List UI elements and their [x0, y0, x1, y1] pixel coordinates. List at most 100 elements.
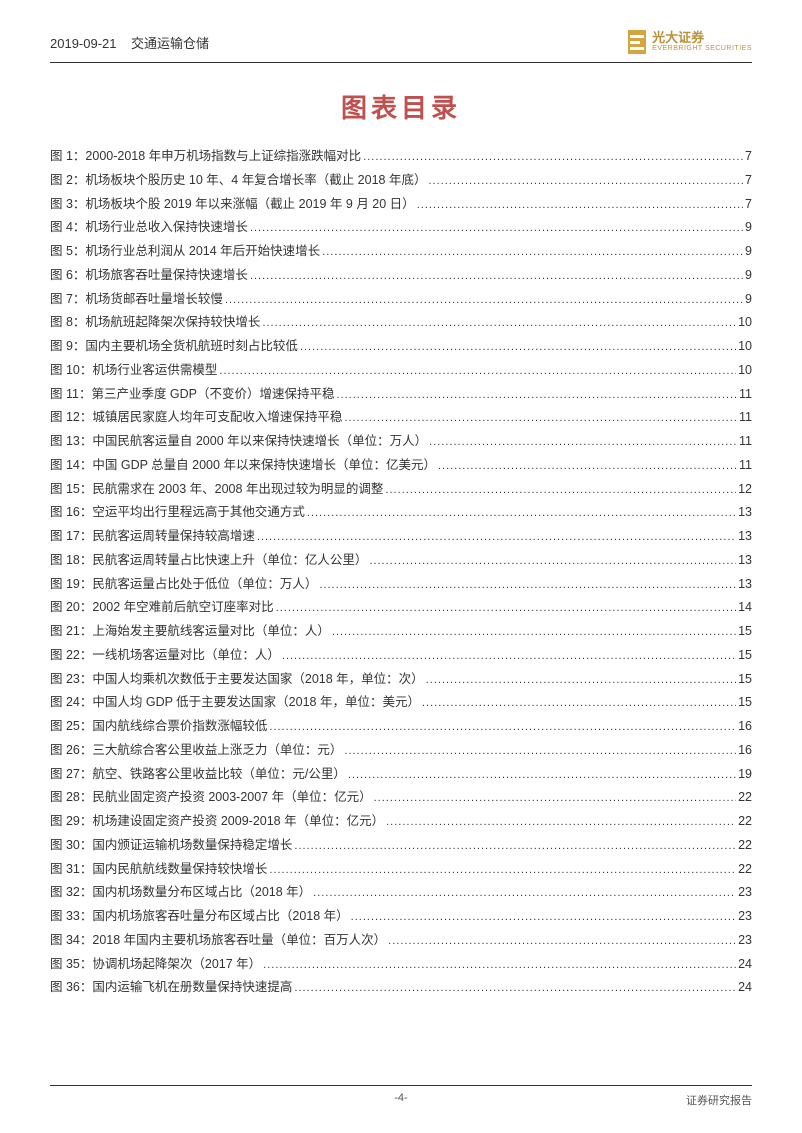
toc-item-page: 24: [738, 953, 752, 977]
toc-dots: [262, 311, 736, 335]
page-footer: -4- 证券研究报告: [50, 1085, 752, 1108]
toc-dots: [386, 810, 736, 834]
toc-item-page: 12: [738, 478, 752, 502]
toc-dots: [438, 454, 737, 478]
toc-title: 图表目录: [50, 88, 752, 125]
toc-item-page: 15: [738, 620, 752, 644]
toc-item-page: 13: [738, 573, 752, 597]
toc-item: 图 15：民航需求在 2003 年、2008 年出现过较为明显的调整 12: [50, 478, 752, 502]
toc-item-page: 15: [738, 691, 752, 715]
toc-dots: [313, 881, 736, 905]
toc-item-page: 15: [738, 644, 752, 668]
toc-dots: [263, 953, 736, 977]
toc-item-page: 13: [738, 525, 752, 549]
toc-item-label: 图 33：国内机场旅客吞吐量分布区域占比（2018 年）: [50, 905, 349, 929]
toc-item-label: 图 15：民航需求在 2003 年、2008 年出现过较为明显的调整: [50, 478, 383, 502]
toc-dots: [344, 406, 737, 430]
toc-dots: [388, 929, 736, 953]
toc-item-label: 图 31：国内民航航线数量保持较快增长: [50, 858, 267, 882]
toc-dots: [282, 644, 736, 668]
page-number: -4-: [284, 1092, 518, 1108]
toc-item-label: 图 28：民航业固定资产投资 2003-2007 年（单位：亿元）: [50, 786, 372, 810]
toc-item: 图 21：上海始发主要航线客运量对比（单位：人） 15: [50, 620, 752, 644]
toc-dots: [429, 430, 737, 454]
toc-item-page: 19: [738, 763, 752, 787]
toc-item: 图 3：机场板块个股 2019 年以来涨幅（截止 2019 年 9 月 20 日…: [50, 193, 752, 217]
header-meta: 2019-09-21 交通运输仓储: [50, 33, 209, 52]
toc-item: 图 33：国内机场旅客吞吐量分布区域占比（2018 年）23: [50, 905, 752, 929]
toc-dots: [294, 976, 736, 1000]
toc-dots: [294, 834, 736, 858]
header-logo-group: 光大证券 EVERBRIGHT SECURITIES: [628, 30, 752, 54]
toc-item: 图 18：民航客运周转量占比快速上升（单位：亿人公里）13: [50, 549, 752, 573]
toc-item: 图 6：机场旅客吞吐量保持快速增长9: [50, 264, 752, 288]
toc-item-page: 7: [745, 145, 752, 169]
toc-item-page: 9: [745, 216, 752, 240]
page-header: 2019-09-21 交通运输仓储 光大证券 EVERBRIGHT SECURI…: [50, 30, 752, 63]
toc-item: 图 27：航空、铁路客公里收益比较（单位：元/公里）19: [50, 763, 752, 787]
toc-item-label: 图 6：机场旅客吞吐量保持快速增长: [50, 264, 248, 288]
toc-dots: [269, 715, 736, 739]
toc-item-label: 图 2：机场板块个股历史 10 年、4 年复合增长率（截止 2018 年底）: [50, 169, 426, 193]
toc-dots: [319, 573, 736, 597]
header-spacer: [120, 36, 127, 51]
toc-item-label: 图 13：中国民航客运量自 2000 年以来保持快速增长（单位：万人）: [50, 430, 427, 454]
toc-item-label: 图 4：机场行业总收入保持快速增长: [50, 216, 248, 240]
report-type: 证券研究报告: [518, 1092, 752, 1108]
toc-item: 图 25：国内航线综合票价指数涨幅较低16: [50, 715, 752, 739]
toc-item: 图 19：民航客运量占比处于低位（单位：万人）13: [50, 573, 752, 597]
toc-dots: [348, 763, 736, 787]
toc-item-label: 图 3：机场板块个股 2019 年以来涨幅（截止 2019 年 9 月 20 日…: [50, 193, 415, 217]
logo-icon: [628, 30, 646, 54]
toc-item-page: 11: [739, 430, 752, 454]
toc-item-page: 13: [738, 501, 752, 525]
toc-item-label: 图 1：2000-2018 年申万机场指数与上证综指涨跌幅对比: [50, 145, 361, 169]
toc-item-label: 图 16：空运平均出行里程远高于其他交通方式: [50, 501, 305, 525]
toc-item-page: 22: [738, 858, 752, 882]
toc-item: 图 8：机场航班起降架次保持较快增长10: [50, 311, 752, 335]
toc-item-page: 11: [739, 454, 752, 478]
toc-dots: [332, 620, 736, 644]
toc-item-label: 图 17：民航客运周转量保持较高增速: [50, 525, 255, 549]
toc-item-label: 图 21：上海始发主要航线客运量对比（单位：人）: [50, 620, 330, 644]
logo-bar-3: [630, 47, 644, 50]
footer-left: [50, 1092, 284, 1108]
toc-item-page: 10: [738, 311, 752, 335]
toc-item-label: 图 32：国内机场数量分布区域占比（2018 年）: [50, 881, 311, 905]
toc-dots: [344, 739, 736, 763]
toc-dots: [428, 169, 743, 193]
toc-item-label: 图 24：中国人均 GDP 低于主要发达国家（2018 年，单位：美元）: [50, 691, 420, 715]
toc-dots: [269, 858, 736, 882]
toc-item-label: 图 10：机场行业客运供需模型: [50, 359, 217, 383]
toc-item-page: 13: [738, 549, 752, 573]
toc-dots: [307, 501, 736, 525]
toc-dots: [225, 288, 743, 312]
toc-item: 图 4：机场行业总收入保持快速增长 9: [50, 216, 752, 240]
toc-item: 图 14：中国 GDP 总量自 2000 年以来保持快速增长（单位：亿美元） 11: [50, 454, 752, 478]
toc-item: 图 10：机场行业客运供需模型10: [50, 359, 752, 383]
toc-item-page: 22: [738, 810, 752, 834]
toc-dots: [351, 905, 736, 929]
toc-item-label: 图 34：2018 年国内主要机场旅客吞吐量（单位：百万人次）: [50, 929, 386, 953]
toc-item-label: 图 12：城镇居民家庭人均年可支配收入增速保持平稳: [50, 406, 342, 430]
toc-item: 图 31：国内民航航线数量保持较快增长 22: [50, 858, 752, 882]
toc-item: 图 11：第三产业季度 GDP（不变价）增速保持平稳11: [50, 383, 752, 407]
toc-item: 图 24：中国人均 GDP 低于主要发达国家（2018 年，单位：美元） 15: [50, 691, 752, 715]
toc-item-label: 图 35：协调机场起降架次（2017 年）: [50, 953, 261, 977]
toc-item: 图 29：机场建设固定资产投资 2009-2018 年（单位：亿元）22: [50, 810, 752, 834]
toc-item-label: 图 14：中国 GDP 总量自 2000 年以来保持快速增长（单位：亿美元）: [50, 454, 436, 478]
logo-english: EVERBRIGHT SECURITIES: [652, 45, 752, 53]
toc-dots: [219, 359, 736, 383]
toc-item: 图 17：民航客运周转量保持较高增速 13: [50, 525, 752, 549]
toc-item: 图 22：一线机场客运量对比（单位：人） 15: [50, 644, 752, 668]
toc-item-page: 22: [738, 786, 752, 810]
toc-item-page: 23: [738, 929, 752, 953]
logo-bar-1: [630, 35, 644, 38]
toc-item: 图 32：国内机场数量分布区域占比（2018 年）23: [50, 881, 752, 905]
toc-item-label: 图 22：一线机场客运量对比（单位：人）: [50, 644, 280, 668]
toc-item-page: 11: [739, 383, 752, 407]
toc-item-page: 22: [738, 834, 752, 858]
toc-item: 图 36：国内运输飞机在册数量保持快速提高24: [50, 976, 752, 1000]
toc-item: 图 13：中国民航客运量自 2000 年以来保持快速增长（单位：万人） 11: [50, 430, 752, 454]
toc-item: 图 34：2018 年国内主要机场旅客吞吐量（单位：百万人次） 23: [50, 929, 752, 953]
